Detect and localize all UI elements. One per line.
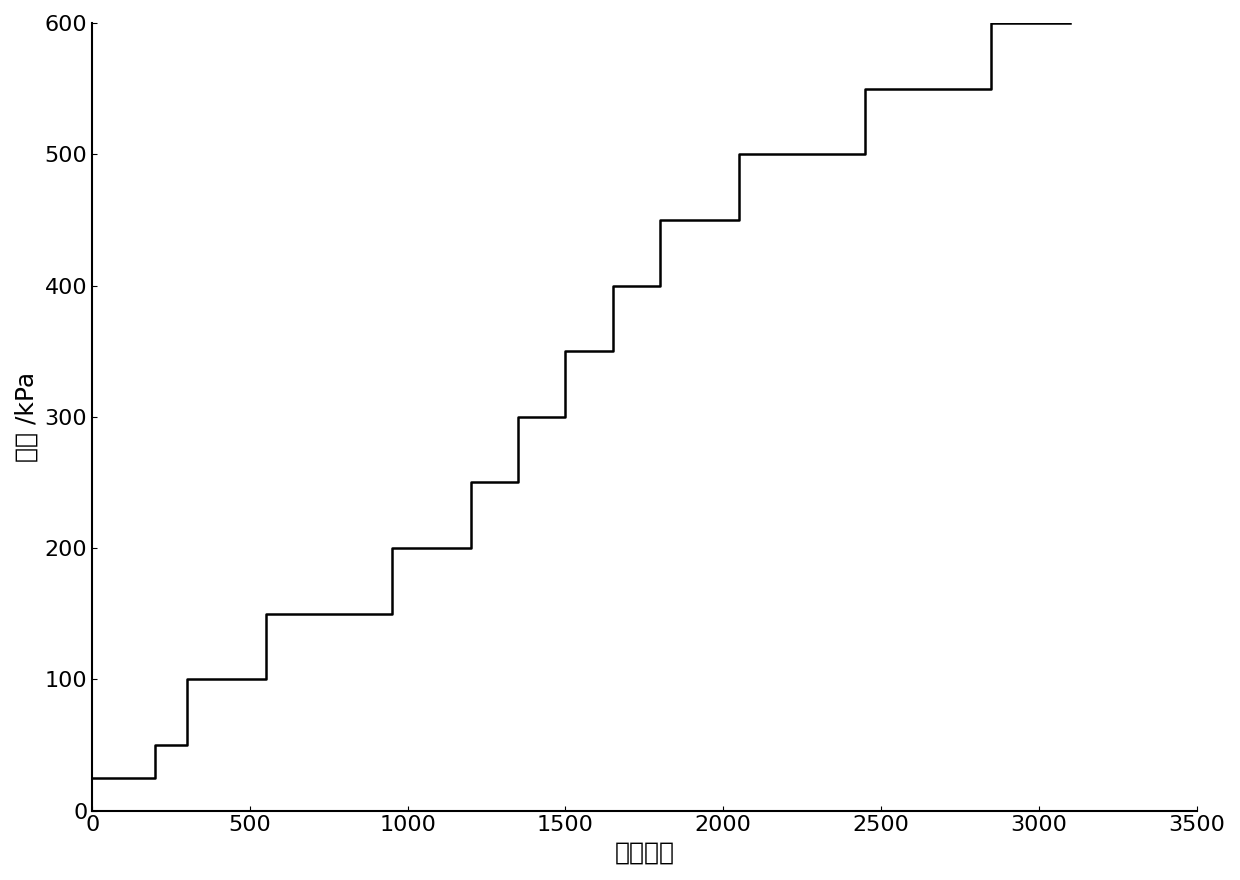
X-axis label: 加载点数: 加载点数 [614, 841, 675, 865]
Y-axis label: 固压 /kPa: 固压 /kPa [15, 371, 38, 462]
